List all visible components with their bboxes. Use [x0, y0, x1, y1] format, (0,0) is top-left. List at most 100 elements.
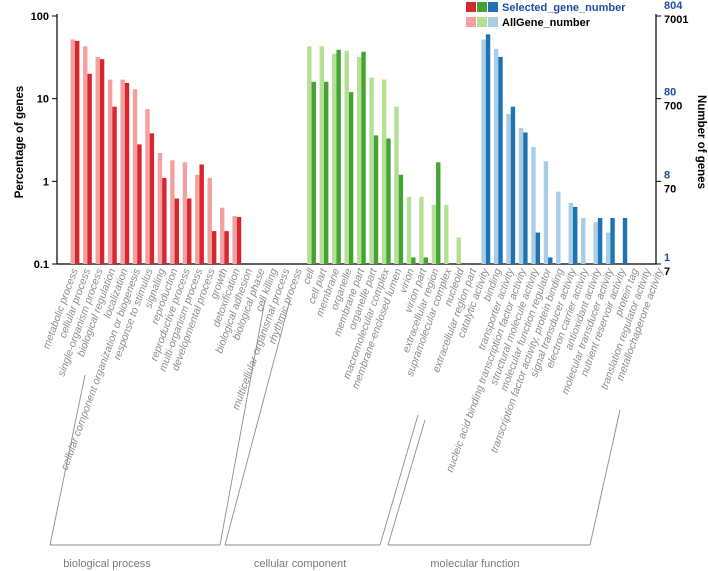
bar-all-gene — [120, 79, 125, 264]
bar-selected-gene — [361, 51, 366, 264]
bar-all-gene — [493, 48, 499, 264]
bar-all-gene — [543, 161, 549, 264]
bar-selected-gene — [498, 56, 503, 265]
legend-all-label: AllGene_number — [502, 17, 591, 29]
bar-all-gene — [394, 106, 399, 265]
bar-all-gene — [456, 237, 461, 264]
group-bracket-left — [49, 374, 86, 546]
bar-all-gene — [182, 162, 188, 264]
bar-selected-gene — [348, 92, 354, 264]
bar-selected-gene — [423, 257, 428, 264]
legend-swatch-selected-blue — [488, 2, 498, 12]
bar-all-gene — [157, 153, 163, 264]
bar-selected-gene — [548, 257, 553, 264]
legend-swatch-all-red — [466, 17, 476, 27]
right-tick-label-selected: 1 — [664, 252, 670, 264]
bar-selected-gene — [174, 198, 179, 264]
group-bracket-right — [379, 414, 419, 546]
legend-selected-label: Selected_gene_number — [502, 2, 626, 14]
bar-all-gene — [145, 108, 150, 264]
bar-all-gene — [581, 218, 586, 264]
right-tick-label-selected: 804 — [664, 0, 683, 12]
bar-selected-gene — [535, 232, 541, 264]
bar-selected-gene — [162, 177, 167, 264]
bar-all-gene — [481, 39, 486, 265]
right-tick-label-selected: 80 — [664, 87, 676, 99]
group-bracket-right — [219, 299, 266, 546]
left-tick-label: 1 — [43, 176, 49, 188]
bar-selected-gene — [373, 135, 379, 264]
bar-all-gene — [556, 191, 561, 264]
bar-all-gene — [207, 177, 212, 264]
category-label: cell — [301, 266, 318, 286]
bar-all-gene — [307, 46, 312, 264]
bar-all-gene — [95, 56, 100, 265]
bar-selected-gene — [187, 198, 192, 264]
left-tick-label: 0.1 — [34, 259, 49, 271]
bar-selected-gene — [573, 206, 578, 264]
bar-all-gene — [356, 56, 362, 265]
left-axis-title: Percentage of genes — [14, 86, 26, 198]
bar-selected-gene — [211, 231, 217, 264]
bar-all-gene — [170, 160, 175, 264]
bar-selected-gene — [99, 59, 105, 265]
group-bracket-left — [224, 299, 291, 546]
bar-selected-gene — [87, 73, 92, 264]
bar-selected-gene — [485, 34, 491, 265]
bar-selected-gene — [523, 132, 528, 264]
right-tick-label-all: 7001 — [664, 14, 688, 26]
group-bracket-right — [589, 409, 621, 546]
bar-all-gene — [70, 39, 75, 265]
bar-selected-gene — [597, 218, 603, 264]
right-tick-label-all: 700 — [664, 101, 682, 113]
bar-all-gene — [444, 204, 449, 264]
bar-selected-gene — [199, 164, 204, 264]
bar-all-gene — [369, 77, 374, 264]
bar-selected-gene — [336, 49, 341, 264]
right-axis-title: Number of genes — [695, 95, 707, 189]
bar-selected-gene — [411, 257, 416, 264]
right-tick-label-all: 70 — [664, 183, 676, 195]
bar-all-gene — [531, 147, 536, 264]
bar-all-gene — [83, 46, 88, 264]
bar-selected-gene — [436, 162, 441, 264]
bar-selected-gene — [610, 218, 615, 264]
bar-selected-gene — [75, 40, 80, 264]
bar-selected-gene — [398, 174, 404, 264]
bar-selected-gene — [124, 82, 130, 264]
bar-all-gene — [406, 196, 412, 264]
left-tick-label: 10 — [37, 94, 49, 106]
group-label: cellular component — [254, 558, 346, 570]
bar-all-gene — [518, 128, 524, 264]
right-tick-label-selected: 8 — [664, 169, 670, 181]
bar-all-gene — [232, 216, 237, 264]
legend: Selected_gene_number AllGene_number — [466, 2, 626, 29]
bar-all-gene — [506, 114, 511, 264]
bar-all-gene — [220, 207, 225, 264]
legend-swatch-selected-green — [477, 2, 487, 12]
legend-swatch-selected-red — [466, 2, 476, 12]
bar-all-gene — [381, 79, 387, 264]
bar-selected-gene — [112, 106, 117, 265]
bar-selected-gene — [137, 144, 142, 264]
group-label: biological process — [63, 558, 151, 570]
bar-selected-gene — [311, 81, 316, 264]
left-tick-label: 100 — [31, 11, 49, 23]
bar-selected-gene — [149, 133, 155, 264]
bar-selected-gene — [224, 231, 229, 264]
bar-all-gene — [132, 89, 138, 265]
group-brackets: biological process cellular component mole… — [49, 299, 621, 570]
bar-selected-gene — [324, 81, 329, 264]
bar-all-gene — [332, 53, 337, 265]
bar-all-gene — [431, 204, 437, 264]
bar-selected-gene — [236, 217, 242, 264]
bars — [70, 34, 628, 265]
right-tick-label-all: 7 — [664, 266, 670, 278]
bar-selected-gene — [510, 106, 516, 265]
legend-swatch-all-blue — [488, 17, 498, 27]
bar-all-gene — [344, 50, 349, 265]
bar-selected-gene — [386, 138, 391, 264]
bar-all-gene — [568, 202, 573, 264]
